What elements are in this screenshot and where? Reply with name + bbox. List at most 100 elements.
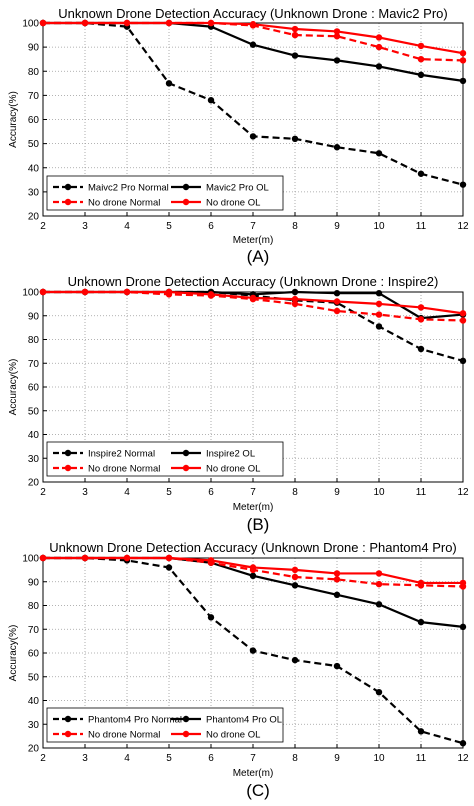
y-tick-label: 50 (28, 139, 40, 150)
y-axis-label: Accuracy(%) (8, 359, 19, 416)
data-point (333, 307, 341, 315)
data-point (333, 57, 341, 64)
data-point (375, 34, 383, 41)
legend-label: Phantom4 Pro OL (206, 715, 282, 726)
y-tick-label: 80 (28, 601, 40, 612)
x-axis-label: Meter(m) (233, 502, 274, 513)
legend-item: No drone Normal (53, 730, 160, 741)
chart-title: Unknown Drone Detection Accuracy (Unknow… (58, 6, 447, 21)
series-4 (39, 19, 467, 57)
data-point (249, 133, 257, 140)
x-tick-label: 8 (292, 487, 298, 498)
x-tick-label: 4 (124, 221, 130, 232)
data-point (459, 49, 467, 57)
data-point (81, 288, 89, 296)
legend-swatch-marker (182, 730, 190, 738)
legend: Maivc2 Pro Normal Mavic2 Pro OL No drone N… (46, 175, 284, 211)
data-point (459, 77, 467, 85)
data-point (417, 316, 425, 323)
data-point (375, 311, 383, 318)
data-point (417, 618, 425, 626)
data-point (459, 317, 467, 324)
legend-label: Mavic2 Pro OL (206, 183, 269, 194)
data-point (291, 300, 299, 308)
x-tick-label: 7 (250, 487, 256, 498)
legend-item: Maivc2 Pro Normal (53, 183, 169, 194)
legend-item: Inspire2 OL (171, 449, 255, 460)
data-point (165, 19, 173, 27)
y-tick-label: 40 (28, 430, 40, 441)
y-tick-label: 60 (28, 383, 40, 394)
y-tick-label: 90 (28, 43, 40, 54)
data-point (39, 288, 47, 296)
data-point (459, 57, 467, 64)
data-point (417, 42, 425, 50)
x-tick-label: 2 (40, 487, 46, 498)
y-tick-label: 40 (28, 163, 40, 174)
y-tick-label: 50 (28, 406, 40, 417)
legend-swatch-marker (64, 715, 72, 723)
legend-item: No drone Normal (53, 464, 160, 475)
data-point (249, 572, 257, 580)
series-4 (39, 288, 467, 317)
y-tick-label: 70 (28, 359, 40, 370)
x-tick-label: 6 (208, 753, 214, 764)
y-tick-label: 100 (22, 288, 39, 299)
y-tick-label: 50 (28, 672, 40, 683)
data-point (249, 294, 257, 302)
y-tick-label: 60 (28, 115, 40, 126)
data-point (459, 623, 467, 631)
data-point (333, 33, 341, 40)
x-tick-label: 11 (416, 753, 427, 764)
data-point (165, 564, 173, 571)
data-point (375, 601, 383, 608)
data-point (291, 295, 299, 303)
legend: Phantom4 Pro Normal Phantom4 Pro OL No dro… (46, 707, 284, 743)
x-tick-label: 5 (166, 487, 172, 498)
y-tick-label: 100 (22, 19, 39, 30)
data-point (375, 150, 383, 157)
data-point (249, 647, 257, 654)
data-point (207, 557, 215, 564)
y-tick-label: 80 (28, 67, 40, 78)
data-point (375, 43, 383, 51)
data-point (375, 323, 383, 330)
legend-swatch-marker (64, 198, 72, 206)
data-point (417, 345, 425, 353)
chart-panel-3: Unknown Drone Detection Accuracy (Unknow… (8, 540, 469, 800)
data-point (333, 298, 341, 305)
legend-label: Inspire2 Normal (88, 449, 155, 460)
legend-label: No drone OL (206, 730, 260, 741)
x-tick-label: 9 (334, 487, 340, 498)
x-tick-label: 12 (457, 753, 469, 764)
y-tick-label: 90 (28, 311, 40, 322)
panel-label: (B) (247, 515, 270, 534)
legend-item: Phantom4 Pro OL (171, 715, 282, 726)
data-point (375, 300, 383, 308)
data-point (291, 288, 299, 296)
legend-swatch-marker (182, 464, 190, 472)
legend-box (46, 707, 284, 743)
legend-item: No drone Normal (53, 198, 160, 209)
x-tick-label: 8 (292, 221, 298, 232)
y-tick-label: 70 (28, 625, 40, 636)
data-point (291, 656, 299, 664)
x-tick-label: 10 (373, 753, 385, 764)
x-tick-label: 8 (292, 753, 298, 764)
data-point (123, 554, 131, 562)
data-point (291, 31, 299, 39)
legend-swatch-marker (64, 449, 72, 457)
legend-label: Inspire2 OL (206, 449, 255, 460)
data-point (375, 63, 383, 70)
chart-title: Unknown Drone Detection Accuracy (Unknow… (68, 274, 439, 289)
x-tick-label: 6 (208, 487, 214, 498)
y-tick-label: 80 (28, 335, 40, 346)
data-point (249, 21, 257, 28)
legend-label: No drone Normal (88, 198, 160, 209)
data-point (333, 591, 341, 599)
legend-box (46, 441, 284, 477)
legend-swatch-marker (182, 715, 190, 723)
data-point (165, 288, 173, 296)
x-tick-label: 4 (124, 753, 130, 764)
legend-swatch-marker (64, 730, 72, 738)
